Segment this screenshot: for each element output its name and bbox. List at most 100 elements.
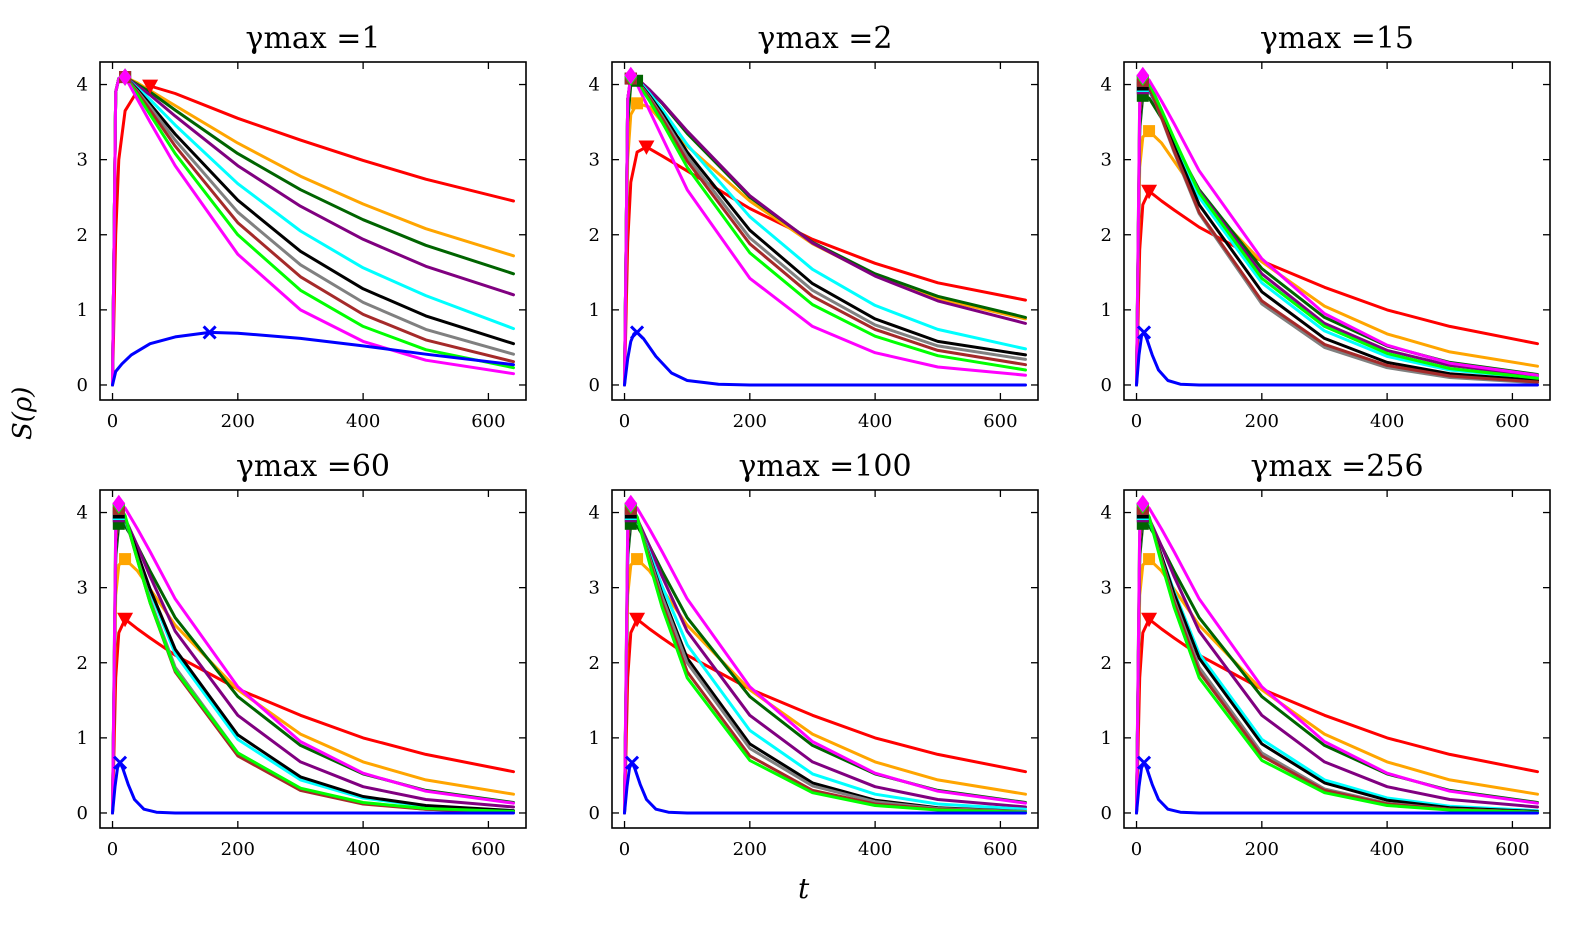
x-tick-label: 400	[346, 411, 380, 432]
subplot-6: 0 200 400 600 0 1 2 3 4 γmax =256	[1101, 449, 1551, 860]
y-tick-label: 1	[77, 300, 88, 321]
axes-frame	[1123, 61, 1551, 401]
series-line-8	[623, 77, 1027, 387]
axes-frame	[1123, 489, 1551, 829]
series-group	[111, 75, 515, 387]
marker-group	[1136, 494, 1158, 770]
peak-marker-1	[1141, 184, 1158, 200]
subplot-title: γmax =100	[738, 449, 911, 484]
x-tick-label: 600	[1495, 839, 1529, 860]
peak-marker-1	[142, 79, 159, 95]
x-tick-label: 600	[983, 839, 1017, 860]
peak-marker-10	[624, 494, 638, 513]
x-tick-label: 600	[471, 411, 505, 432]
peak-marker-2	[119, 553, 132, 566]
series-line-7	[1135, 79, 1539, 387]
x-tick-label: 0	[1131, 839, 1142, 860]
x-tick-label: 600	[1495, 411, 1529, 432]
peak-marker-2	[1143, 125, 1156, 138]
series-line-11	[623, 761, 1027, 815]
x-axis-label: t	[798, 872, 810, 905]
subplot-title: γmax =2	[758, 21, 893, 56]
x-tick-label: 0	[1131, 411, 1142, 432]
x-tick-label: 0	[107, 839, 118, 860]
series-line-11	[111, 330, 515, 387]
marker-group	[118, 68, 217, 340]
peak-marker-11	[629, 325, 645, 340]
y-tick-label: 3	[589, 578, 600, 599]
series-line-10	[111, 75, 515, 387]
marker-group	[112, 494, 134, 770]
y-tick-label: 3	[77, 150, 88, 171]
y-tick-label: 2	[77, 653, 88, 674]
series-line-6	[623, 77, 1027, 387]
peak-marker-2	[631, 97, 644, 110]
peak-marker-10	[1136, 494, 1150, 513]
subplot-4: 0 200 400 600 0 1 2 3 4 γmax =60	[77, 449, 527, 860]
peak-marker-2	[1143, 553, 1156, 566]
y-tick-label: 0	[1101, 375, 1112, 396]
marker-group	[624, 66, 655, 340]
x-tick-label: 200	[1245, 839, 1279, 860]
y-tick-label: 2	[589, 225, 600, 246]
series-line-10	[623, 74, 1027, 387]
series-line-1	[111, 84, 515, 387]
axes-frame	[611, 489, 1039, 829]
y-tick-label: 4	[1101, 75, 1112, 96]
x-tick-label: 600	[471, 839, 505, 860]
y-tick-label: 4	[589, 75, 600, 96]
peak-marker-10	[118, 68, 132, 86]
y-tick-label: 0	[77, 375, 88, 396]
series-line-7	[623, 77, 1027, 387]
y-tick-label: 2	[589, 653, 600, 674]
x-tick-label: 0	[619, 839, 630, 860]
y-tick-label: 2	[77, 225, 88, 246]
y-tick-label: 1	[1101, 300, 1112, 321]
series-line-11	[623, 330, 1027, 387]
x-tick-label: 400	[1370, 839, 1404, 860]
subplot-title: γmax =1	[246, 21, 381, 56]
subplot-3: 0 200 400 600 0 1 2 3 4 γmax =15	[1101, 21, 1551, 432]
peak-marker-2	[631, 553, 644, 566]
axes-frame	[99, 61, 527, 401]
y-tick-label: 4	[589, 503, 600, 524]
peak-marker-10	[624, 66, 638, 85]
series-group	[1135, 74, 1539, 387]
x-tick-label: 200	[733, 839, 767, 860]
peak-marker-11	[1136, 325, 1152, 340]
y-axis-label: S(ρ)	[8, 386, 38, 440]
x-tick-label: 400	[858, 839, 892, 860]
y-tick-label: 3	[1101, 578, 1112, 599]
y-tick-label: 0	[589, 375, 600, 396]
peak-marker-1	[629, 612, 646, 628]
x-tick-label: 400	[1370, 411, 1404, 432]
peak-marker-11	[1136, 755, 1152, 770]
series-line-5	[1135, 84, 1539, 387]
peak-marker-1	[1141, 612, 1158, 628]
x-tick-label: 200	[1245, 411, 1279, 432]
y-tick-label: 1	[589, 300, 600, 321]
peak-marker-10	[112, 494, 126, 513]
y-tick-label: 4	[1101, 503, 1112, 524]
series-line-11	[1135, 761, 1539, 815]
series-line-6	[1135, 83, 1539, 387]
y-tick-label: 4	[77, 503, 88, 524]
marker-group	[624, 494, 646, 770]
y-tick-label: 0	[1101, 803, 1112, 824]
x-tick-label: 600	[983, 411, 1017, 432]
subplot-title: γmax =15	[1260, 21, 1414, 56]
series-line-8	[1135, 79, 1539, 387]
x-tick-label: 400	[858, 411, 892, 432]
subplot-title: γmax =60	[236, 449, 390, 484]
x-tick-label: 200	[221, 839, 255, 860]
peak-marker-11	[624, 755, 640, 770]
y-tick-label: 0	[589, 803, 600, 824]
series-line-9	[623, 75, 1027, 387]
series-group	[623, 74, 1027, 387]
y-tick-label: 0	[77, 803, 88, 824]
series-line-11	[111, 761, 515, 815]
x-tick-label: 200	[733, 411, 767, 432]
x-tick-label: 200	[221, 411, 255, 432]
y-tick-label: 1	[77, 728, 88, 749]
y-tick-label: 2	[1101, 653, 1112, 674]
